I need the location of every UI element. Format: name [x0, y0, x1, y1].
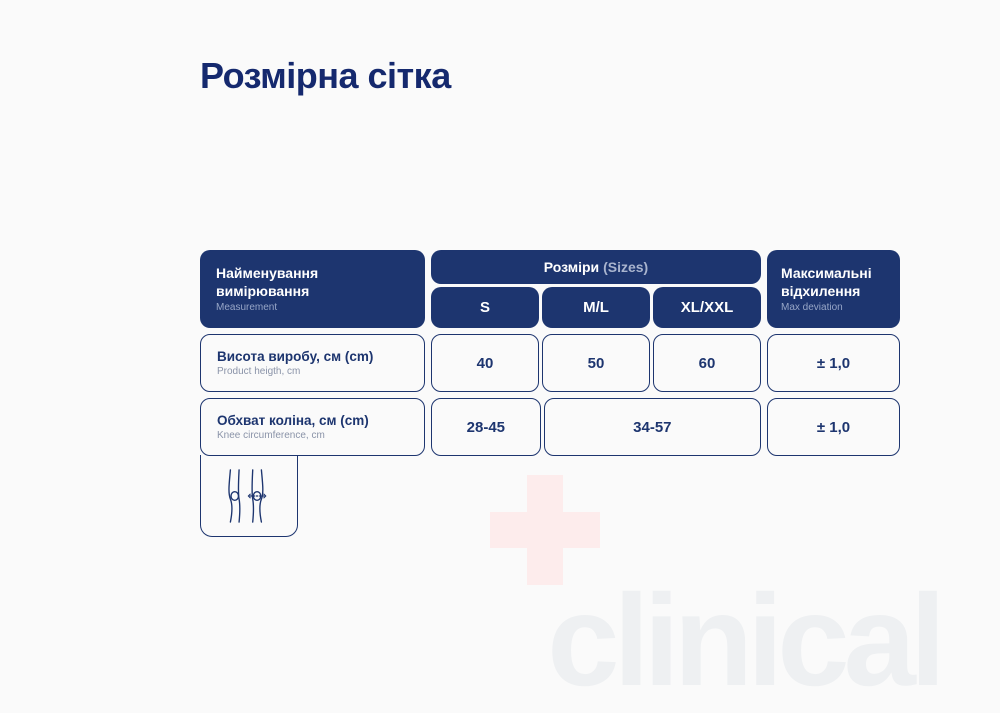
- measurement-sub: Product heigth, cm: [217, 366, 408, 377]
- cell-value: 50: [542, 334, 650, 392]
- header-deviation-sub: Max deviation: [781, 302, 886, 313]
- measurement-sub: Knee circumference, cm: [217, 430, 408, 441]
- cell-sizes: 28-45 34-57: [431, 398, 761, 456]
- knee-diagram-tab: [200, 455, 298, 537]
- cell-sizes: 40 50 60: [431, 334, 761, 392]
- watermark-text: clinical: [547, 575, 940, 705]
- header-sizes-title: Розміри (Sizes): [431, 250, 761, 284]
- header-sizes-sub: (Sizes): [603, 259, 648, 275]
- table-row: Висота виробу, см (cm) Product heigth, c…: [200, 334, 900, 392]
- header-size-xlxxl: XL/XXL: [653, 287, 761, 328]
- cell-value: 60: [653, 334, 761, 392]
- measurement-main: Обхват коліна, см (cm): [217, 413, 408, 428]
- cell-value-merged: 34-57: [544, 398, 761, 456]
- cell-deviation: ± 1,0: [767, 398, 900, 456]
- header-measurement-label: Найменування вимірювання: [216, 265, 409, 300]
- cell-value: 40: [431, 334, 539, 392]
- page-title: Розмірна сітка: [200, 55, 451, 97]
- measurement-main: Висота виробу, см (cm): [217, 349, 408, 364]
- header-size-columns: S M/L XL/XXL: [431, 287, 761, 328]
- header-size-s: S: [431, 287, 539, 328]
- header-measurement-sub: Measurement: [216, 302, 409, 313]
- header-sizes-main: Розміри: [544, 259, 599, 275]
- table-row: Обхват коліна, см (cm) Knee circumferenc…: [200, 398, 900, 456]
- cell-deviation: ± 1,0: [767, 334, 900, 392]
- header-deviation: Максимальні відхилення Max deviation: [767, 250, 900, 328]
- size-chart-table: Найменування вимірювання Measurement Роз…: [200, 250, 900, 537]
- knee-measurement-icon: [218, 465, 280, 527]
- header-deviation-line2: відхилення: [781, 283, 886, 301]
- cell-measurement: Обхват коліна, см (cm) Knee circumferenc…: [200, 398, 425, 456]
- table-header-row: Найменування вимірювання Measurement Роз…: [200, 250, 900, 328]
- cell-value: 28-45: [431, 398, 541, 456]
- cell-measurement: Висота виробу, см (cm) Product heigth, c…: [200, 334, 425, 392]
- table-body: Висота виробу, см (cm) Product heigth, c…: [200, 328, 900, 456]
- header-measurement: Найменування вимірювання Measurement: [200, 250, 425, 328]
- header-sizes-group: Розміри (Sizes) S M/L XL/XXL: [431, 250, 761, 328]
- header-deviation-line1: Максимальні: [781, 265, 886, 283]
- header-size-ml: M/L: [542, 287, 650, 328]
